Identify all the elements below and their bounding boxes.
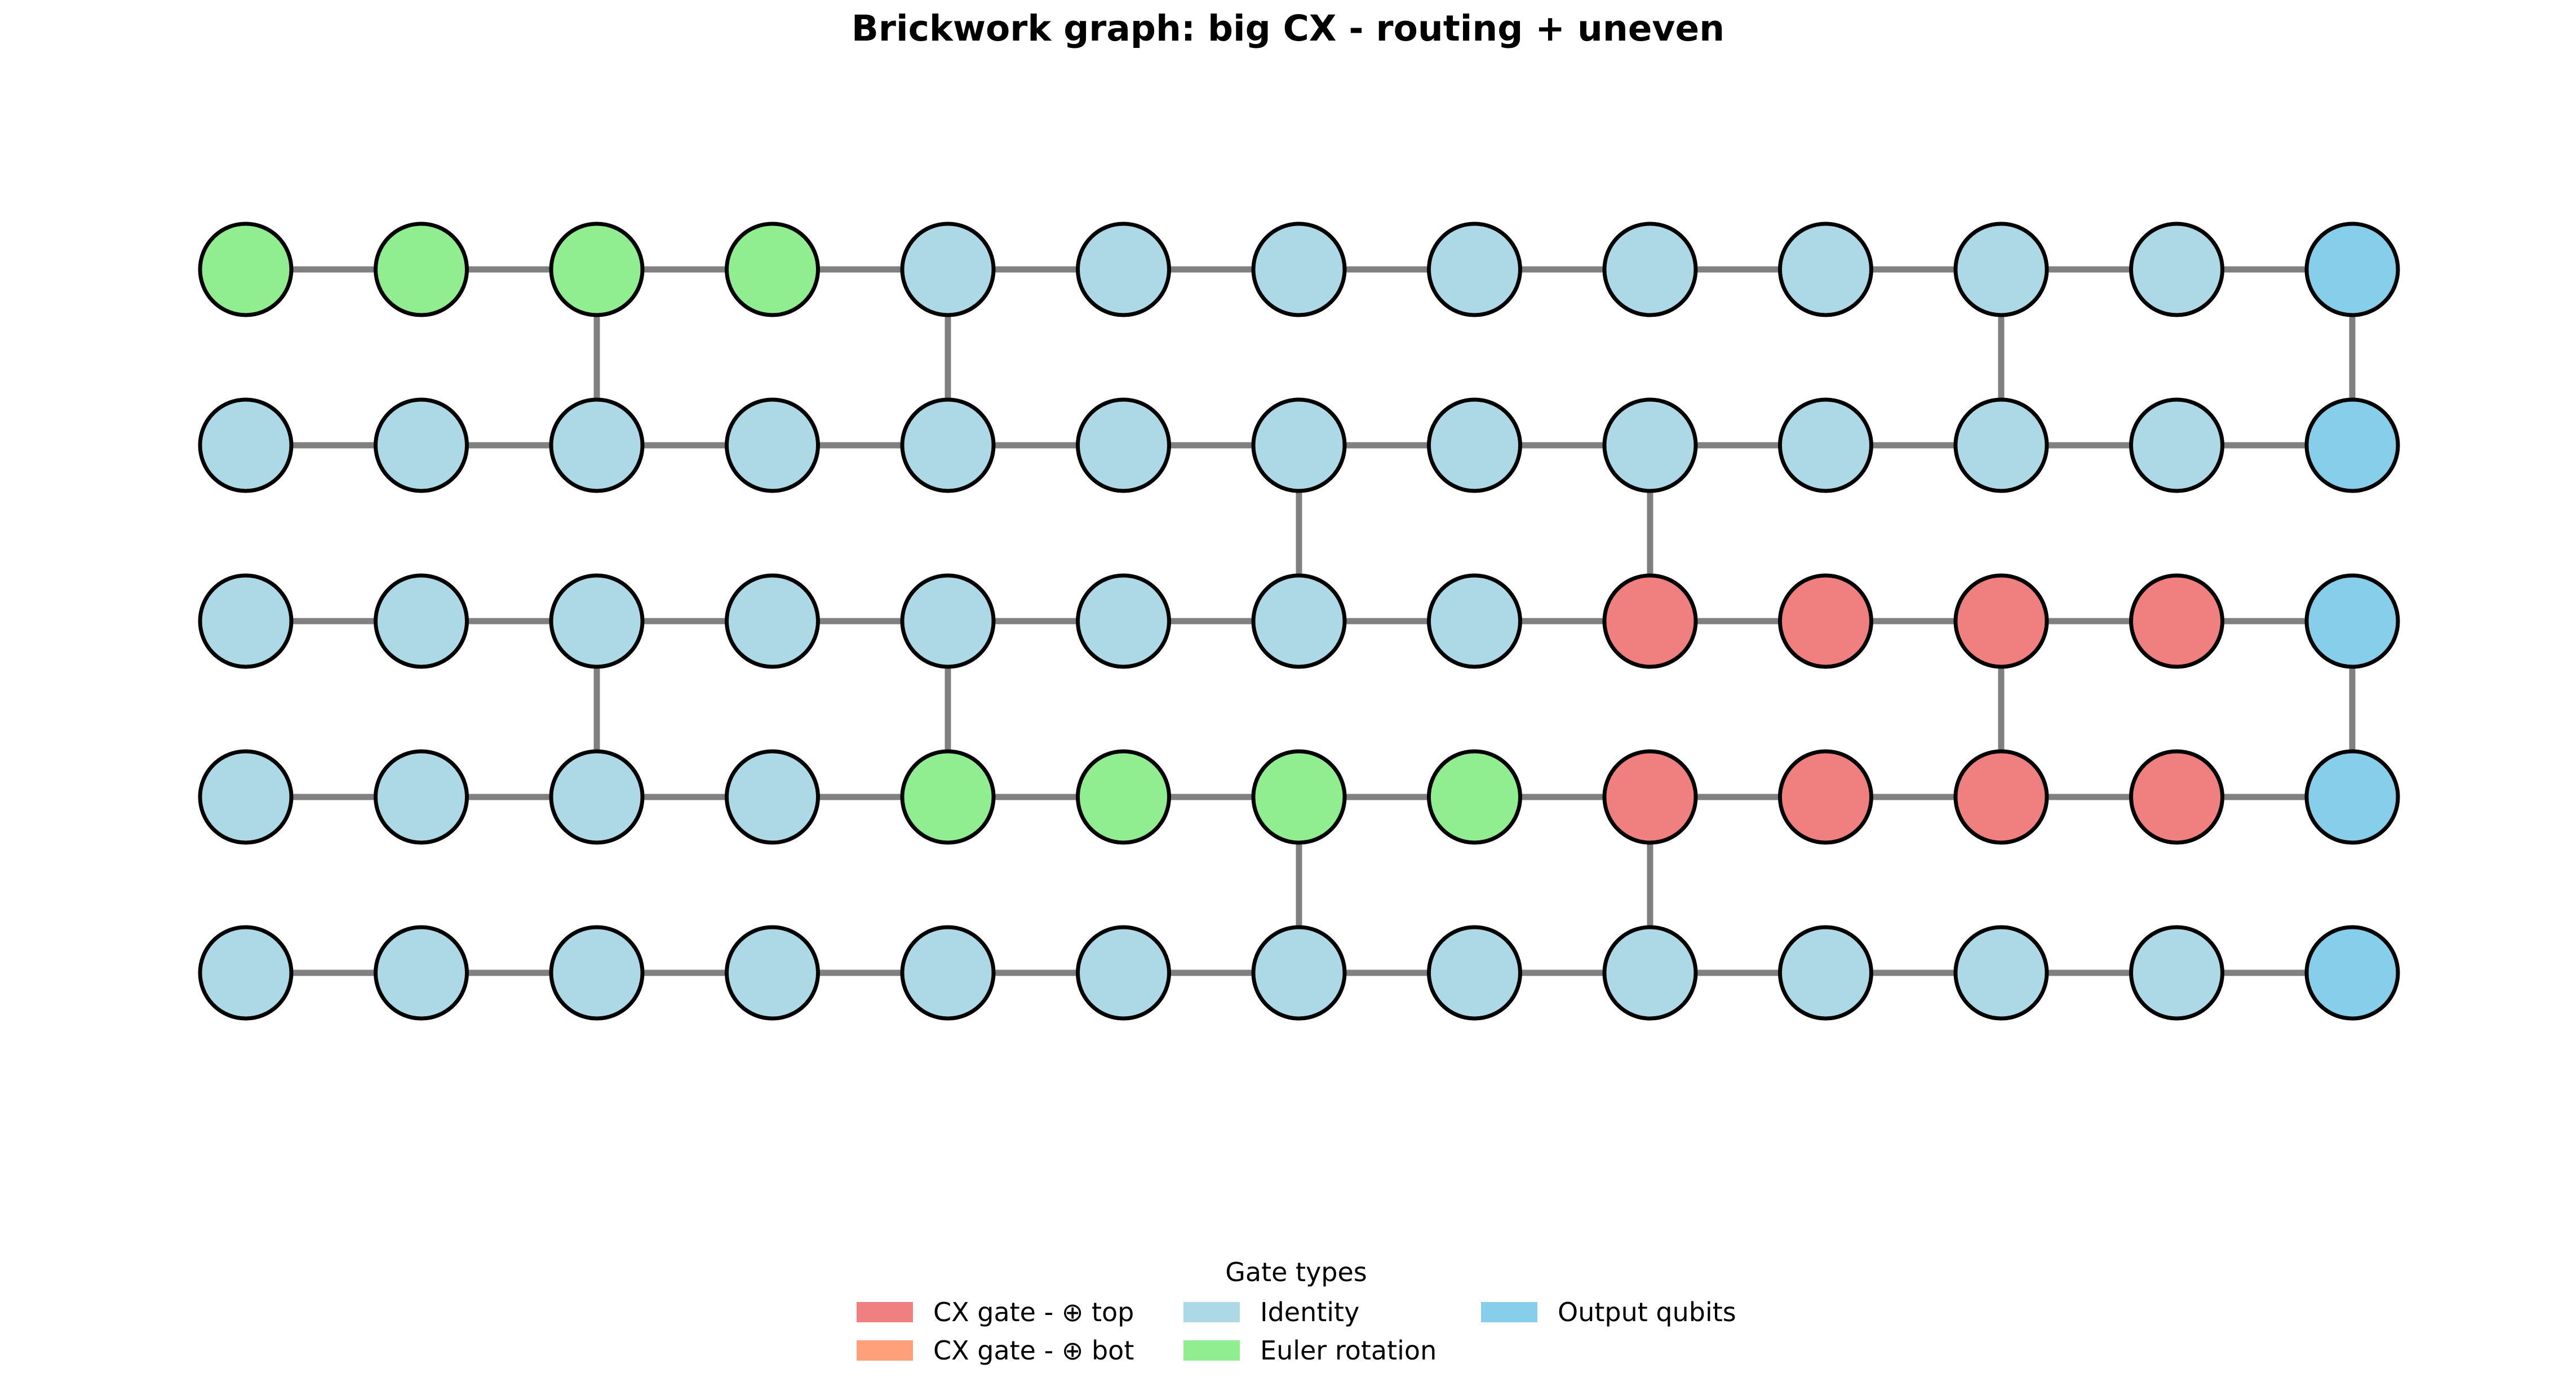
node-cx-top bbox=[2129, 573, 2224, 669]
node-identity bbox=[1953, 222, 2049, 317]
euler-swatch bbox=[1183, 1340, 1240, 1361]
node-output bbox=[2304, 222, 2400, 317]
node-identity bbox=[2129, 925, 2224, 1021]
node-cx-top bbox=[2129, 749, 2224, 845]
legend-item-cx-top: CX gate - ⊕ top bbox=[857, 1295, 1134, 1329]
node-euler bbox=[374, 222, 469, 317]
node-identity bbox=[1778, 925, 1873, 1021]
node-identity bbox=[374, 573, 469, 669]
legend-label: Euler rotation bbox=[1260, 1335, 1437, 1366]
node-euler bbox=[1076, 749, 1171, 845]
node-identity bbox=[198, 749, 294, 845]
node-euler bbox=[1251, 749, 1347, 845]
node-identity bbox=[1076, 222, 1171, 317]
node-identity bbox=[1778, 397, 1873, 493]
node-identity bbox=[2129, 222, 2224, 317]
legend-title: Gate types bbox=[1225, 1257, 1367, 1287]
identity-swatch bbox=[1183, 1302, 1240, 1322]
node-cx-top bbox=[1602, 749, 1698, 845]
node-identity bbox=[374, 925, 469, 1021]
node-identity bbox=[1602, 925, 1698, 1021]
node-identity bbox=[1076, 573, 1171, 669]
node-identity bbox=[374, 749, 469, 845]
node-identity bbox=[198, 397, 294, 493]
node-euler bbox=[900, 749, 996, 845]
legend-label: Output qubits bbox=[1558, 1297, 1736, 1327]
node-identity bbox=[725, 925, 820, 1021]
node-identity bbox=[725, 397, 820, 493]
node-identity bbox=[900, 573, 996, 669]
node-identity bbox=[900, 397, 996, 493]
output-swatch bbox=[1481, 1302, 1537, 1322]
node-identity bbox=[1602, 397, 1698, 493]
node-identity bbox=[725, 749, 820, 845]
node-output bbox=[2304, 397, 2400, 493]
node-identity bbox=[374, 397, 469, 493]
node-euler bbox=[725, 222, 820, 317]
diagram-title: Brickwork graph: big CX - routing + unev… bbox=[851, 8, 1725, 49]
node-identity bbox=[549, 925, 645, 1021]
legend-label: Identity bbox=[1260, 1297, 1360, 1327]
node-identity bbox=[1251, 397, 1347, 493]
node-identity bbox=[900, 925, 996, 1021]
node-identity bbox=[900, 222, 996, 317]
legend-label: CX gate - ⊕ bot bbox=[933, 1335, 1134, 1366]
node-identity bbox=[2129, 397, 2224, 493]
node-output bbox=[2304, 573, 2400, 669]
node-euler bbox=[1427, 749, 1522, 845]
node-output bbox=[2304, 749, 2400, 845]
node-identity bbox=[1953, 397, 2049, 493]
cx-top-swatch bbox=[857, 1302, 913, 1322]
legend-item-euler: Euler rotation bbox=[1183, 1334, 1436, 1367]
cx-bot-swatch bbox=[857, 1340, 913, 1361]
node-identity bbox=[1076, 925, 1171, 1021]
node-identity bbox=[1427, 222, 1522, 317]
node-identity bbox=[1076, 397, 1171, 493]
node-cx-top bbox=[1778, 573, 1873, 669]
node-identity bbox=[1251, 222, 1347, 317]
node-euler bbox=[549, 222, 645, 317]
node-euler bbox=[198, 222, 294, 317]
node-identity bbox=[725, 573, 820, 669]
node-identity bbox=[549, 573, 645, 669]
legend-item-cx-bot: CX gate - ⊕ bot bbox=[857, 1334, 1134, 1367]
legend-label: CX gate - ⊕ top bbox=[933, 1297, 1134, 1327]
node-identity bbox=[549, 749, 645, 845]
node-identity bbox=[198, 573, 294, 669]
node-output bbox=[2304, 925, 2400, 1021]
node-identity bbox=[1602, 222, 1698, 317]
legend-item-identity: Identity bbox=[1183, 1295, 1359, 1329]
node-identity bbox=[549, 397, 645, 493]
node-identity bbox=[1427, 925, 1522, 1021]
node-identity bbox=[198, 925, 294, 1021]
legend-item-output: Output qubits bbox=[1481, 1295, 1736, 1329]
node-identity bbox=[1427, 573, 1522, 669]
node-cx-top bbox=[1778, 749, 1873, 845]
node-identity bbox=[1778, 222, 1873, 317]
node-cx-top bbox=[1953, 749, 2049, 845]
node-cx-top bbox=[1953, 573, 2049, 669]
node-identity bbox=[1251, 573, 1347, 669]
node-identity bbox=[1427, 397, 1522, 493]
node-cx-top bbox=[1602, 573, 1698, 669]
legend: Gate types CX gate - ⊕ top CX gate - ⊕ b… bbox=[840, 1252, 1753, 1382]
node-identity bbox=[1251, 925, 1347, 1021]
node-identity bbox=[1953, 925, 2049, 1021]
